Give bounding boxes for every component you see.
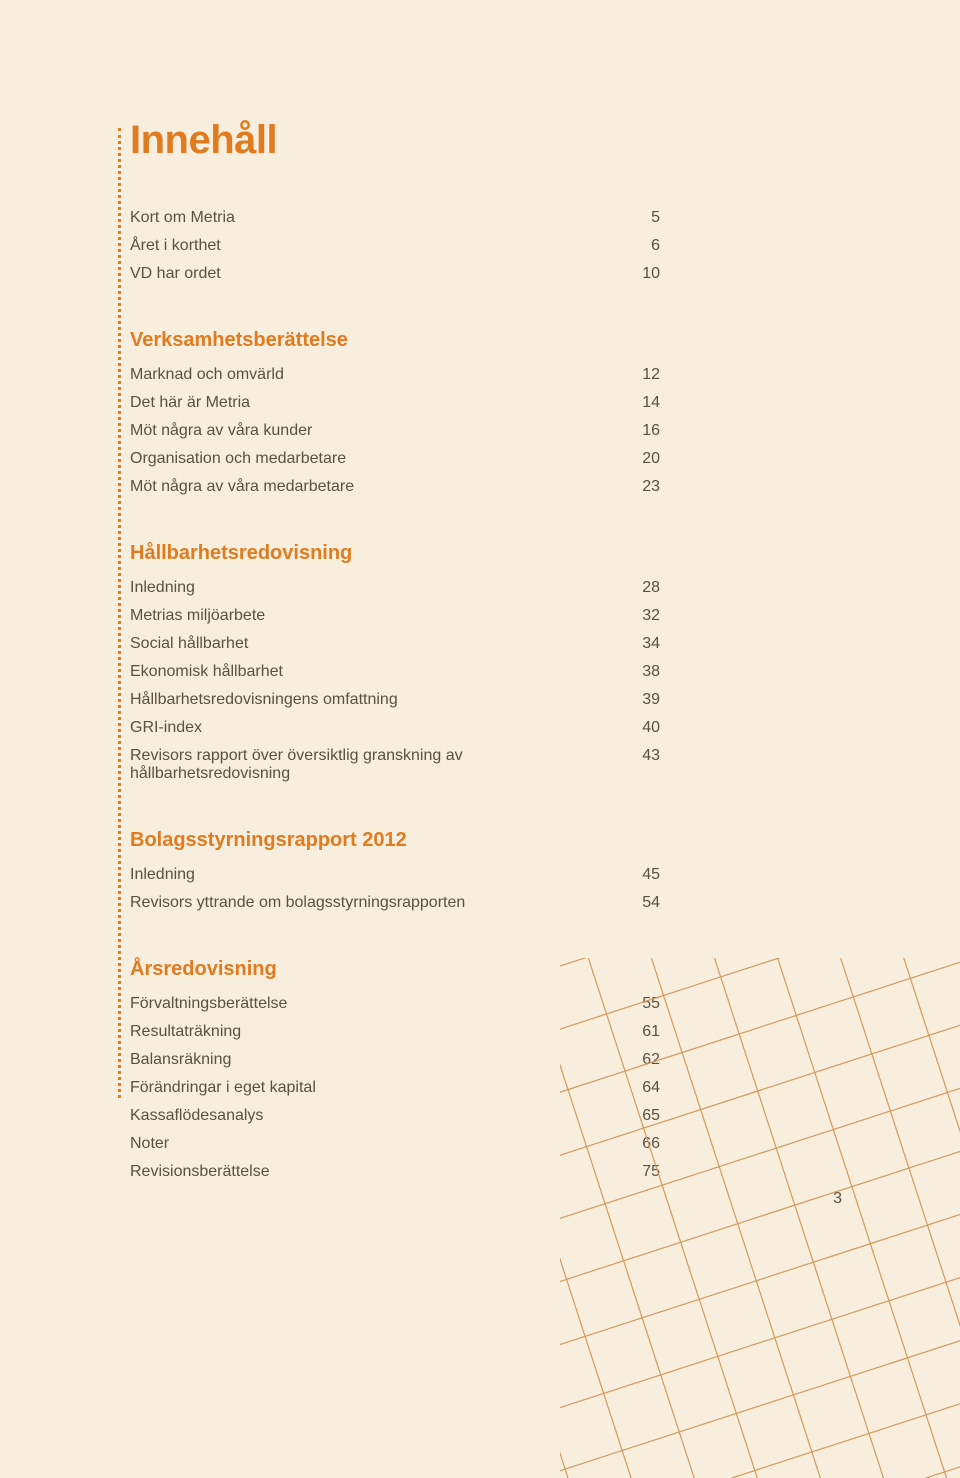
toc-row-label: VD har ordet	[130, 265, 620, 283]
toc-row[interactable]: Ekonomisk hållbarhet38	[130, 663, 660, 681]
toc-row-page: 43	[620, 747, 660, 765]
toc-row-page: 39	[620, 691, 660, 709]
toc-row-label: Förändringar i eget kapital	[130, 1079, 620, 1097]
toc-row-label: Kort om Metria	[130, 209, 620, 227]
toc-row[interactable]: Marknad och omvärld12	[130, 366, 660, 384]
toc-row[interactable]: Kassaflödesanalys65	[130, 1107, 660, 1125]
toc-row[interactable]: Revisionsberättelse75	[130, 1163, 660, 1181]
toc-row-label: Möt några av våra medarbetare	[130, 478, 620, 496]
toc-row-label: Revisionsberättelse	[130, 1163, 620, 1181]
toc-row-page: 32	[620, 607, 660, 625]
toc-row-label: Resultaträkning	[130, 1023, 620, 1041]
toc-row-label: Metrias miljöarbete	[130, 607, 620, 625]
toc-section: ÅrsredovisningFörvaltningsberättelse55Re…	[130, 958, 660, 1181]
toc-row-page: 20	[620, 450, 660, 468]
vertical-dotted-rule	[118, 128, 121, 1098]
toc-section: Kort om Metria5Året i korthet6VD har ord…	[130, 209, 660, 283]
page-number: 3	[833, 1190, 842, 1208]
toc-row-label: Noter	[130, 1135, 620, 1153]
toc-row-page: 5	[620, 209, 660, 227]
toc-row[interactable]: Möt några av våra medarbetare23	[130, 478, 660, 496]
toc-row-page: 34	[620, 635, 660, 653]
toc-row-page: 65	[620, 1107, 660, 1125]
toc-row[interactable]: Förvaltningsberättelse55	[130, 995, 660, 1013]
toc-row[interactable]: Kort om Metria5	[130, 209, 660, 227]
toc-row-label: Marknad och omvärld	[130, 366, 620, 384]
toc-row-page: 23	[620, 478, 660, 496]
toc-row-page: 66	[620, 1135, 660, 1153]
toc-row-page: 16	[620, 422, 660, 440]
toc-row-label: Balansräkning	[130, 1051, 620, 1069]
toc-row-page: 38	[620, 663, 660, 681]
toc-row[interactable]: Metrias miljöarbete32	[130, 607, 660, 625]
section-heading: Bolagsstyrningsrapport 2012	[130, 829, 660, 852]
toc-row-label: Möt några av våra kunder	[130, 422, 620, 440]
toc-row-page: 10	[620, 265, 660, 283]
toc-row[interactable]: Inledning28	[130, 579, 660, 597]
toc-row-page: 55	[620, 995, 660, 1013]
toc-container: Innehåll Kort om Metria5Året i korthet6V…	[130, 118, 660, 1227]
toc-row-page: 75	[620, 1163, 660, 1181]
toc-section: Bolagsstyrningsrapport 2012Inledning45Re…	[130, 829, 660, 912]
toc-row[interactable]: VD har ordet10	[130, 265, 660, 283]
toc-section: HållbarhetsredovisningInledning28Metrias…	[130, 542, 660, 783]
toc-row[interactable]: Året i korthet6	[130, 237, 660, 255]
toc-row-label: Social hållbarhet	[130, 635, 620, 653]
toc-row[interactable]: Förändringar i eget kapital64	[130, 1079, 660, 1097]
toc-row-label: Året i korthet	[130, 237, 620, 255]
toc-row-label: Ekonomisk hållbarhet	[130, 663, 620, 681]
toc-row-label: Hållbarhetsredovisningens omfattning	[130, 691, 620, 709]
toc-row[interactable]: Balansräkning62	[130, 1051, 660, 1069]
toc-row-page: 45	[620, 866, 660, 884]
toc-row-page: 62	[620, 1051, 660, 1069]
toc-row[interactable]: Det här är Metria14	[130, 394, 660, 412]
toc-row-label: Organisation och medarbetare	[130, 450, 620, 468]
toc-row[interactable]: GRI-index40	[130, 719, 660, 737]
section-heading: Årsredovisning	[130, 958, 660, 981]
toc-row-label: Kassaflödesanalys	[130, 1107, 620, 1125]
section-heading: Hållbarhetsredovisning	[130, 542, 660, 565]
toc-row-label: Inledning	[130, 866, 620, 884]
page-title: Innehåll	[130, 118, 660, 163]
section-heading: Verksamhetsberättelse	[130, 329, 660, 352]
toc-row[interactable]: Möt några av våra kunder16	[130, 422, 660, 440]
toc-row-label: Förvaltningsberättelse	[130, 995, 620, 1013]
toc-row[interactable]: Noter66	[130, 1135, 660, 1153]
toc-row-page: 14	[620, 394, 660, 412]
toc-row-page: 28	[620, 579, 660, 597]
toc-section: Verksamhetsberättelse Marknad och omvärld…	[130, 329, 660, 496]
toc-row-page: 64	[620, 1079, 660, 1097]
toc-row-page: 54	[620, 894, 660, 912]
toc-row[interactable]: Inledning45	[130, 866, 660, 884]
toc-row-label: Revisors yttrande om bolagsstyrningsrapp…	[130, 894, 620, 912]
toc-row[interactable]: Social hållbarhet34	[130, 635, 660, 653]
toc-row-label: Revisors rapport över översiktlig gransk…	[130, 747, 620, 783]
toc-row[interactable]: Organisation och medarbetare20	[130, 450, 660, 468]
toc-row-page: 6	[620, 237, 660, 255]
toc-row-label: GRI-index	[130, 719, 620, 737]
toc-row-label: Inledning	[130, 579, 620, 597]
toc-row[interactable]: Revisors yttrande om bolagsstyrningsrapp…	[130, 894, 660, 912]
toc-row-page: 12	[620, 366, 660, 384]
toc-row[interactable]: Revisors rapport över översiktlig gransk…	[130, 747, 660, 783]
toc-row-page: 40	[620, 719, 660, 737]
toc-row[interactable]: Hållbarhetsredovisningens omfattning39	[130, 691, 660, 709]
toc-row-label: Det här är Metria	[130, 394, 620, 412]
toc-row-page: 61	[620, 1023, 660, 1041]
toc-row[interactable]: Resultaträkning61	[130, 1023, 660, 1041]
